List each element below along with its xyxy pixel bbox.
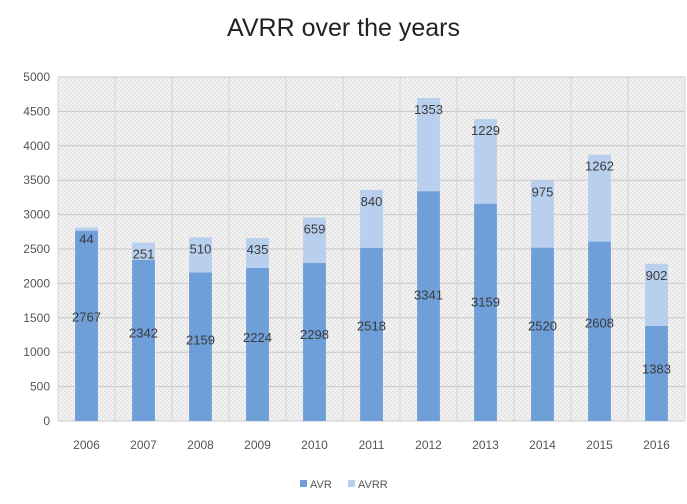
x-tick-label: 2007 bbox=[130, 438, 157, 452]
x-tick-label: 2011 bbox=[359, 438, 385, 452]
bar-avr-2007 bbox=[132, 259, 155, 421]
bar-avrr-2014 bbox=[531, 180, 554, 248]
bar-avr-2016 bbox=[645, 325, 668, 421]
data-label-avr: 2520 bbox=[528, 319, 557, 334]
data-label-avrr: 975 bbox=[532, 185, 554, 200]
data-label-avr: 2159 bbox=[186, 332, 215, 347]
bar-avrr-2016 bbox=[645, 263, 668, 326]
data-label-avrr: 1262 bbox=[585, 159, 614, 174]
data-label-avrr: 840 bbox=[361, 194, 383, 209]
bar-avrr-2006 bbox=[75, 227, 98, 231]
y-tick-label: 2500 bbox=[23, 242, 50, 256]
bar-avr-2011 bbox=[360, 247, 383, 421]
y-tick-label: 5000 bbox=[23, 70, 50, 84]
data-label-avrr: 435 bbox=[247, 242, 269, 257]
y-tick-label: 500 bbox=[30, 380, 50, 394]
y-axis-ticks: 0 500 1000 1500 2000 2500 3000 3500 4000 4500 5000 bbox=[23, 70, 50, 428]
y-tick-label: 4000 bbox=[23, 139, 50, 153]
data-label-avr: 3159 bbox=[471, 294, 500, 309]
bar-avrr-2008 bbox=[189, 237, 212, 273]
data-label-avr: 2518 bbox=[357, 319, 386, 334]
data-label-avrr: 659 bbox=[304, 222, 326, 237]
bar-avrr-2013 bbox=[474, 119, 497, 204]
data-label-avrr: 251 bbox=[133, 247, 155, 262]
bar-avr-2010 bbox=[303, 262, 326, 421]
data-label-avrr: 1229 bbox=[471, 123, 500, 138]
x-tick-label: 2013 bbox=[472, 438, 499, 452]
bar-avr-2013 bbox=[474, 203, 497, 421]
y-tick-label: 4500 bbox=[23, 104, 50, 118]
bar-avrr-2011 bbox=[360, 189, 383, 248]
bar-avr-2008 bbox=[189, 272, 212, 421]
y-tick-label: 3500 bbox=[23, 173, 50, 187]
bar-avrr-2010 bbox=[303, 217, 326, 263]
y-tick-label: 0 bbox=[43, 414, 50, 428]
x-tick-label: 2009 bbox=[244, 438, 271, 452]
data-label-avr: 2767 bbox=[72, 309, 101, 324]
x-tick-label: 2016 bbox=[643, 438, 670, 452]
data-label-avr: 2608 bbox=[585, 315, 614, 330]
data-label-avr: 2342 bbox=[129, 325, 158, 340]
bar-avrr-2009 bbox=[246, 238, 269, 268]
y-tick-label: 1000 bbox=[23, 345, 50, 359]
chart-title: AVRR over the years bbox=[227, 14, 460, 42]
legend-swatch-avr bbox=[300, 480, 307, 487]
x-tick-label: 2012 bbox=[415, 438, 442, 452]
x-tick-label: 2008 bbox=[187, 438, 214, 452]
x-tick-label: 2006 bbox=[73, 438, 100, 452]
bar-avr-2014 bbox=[531, 247, 554, 421]
bar-avr-2012 bbox=[417, 191, 440, 421]
data-label-avrr: 44 bbox=[79, 232, 93, 247]
bar-avr-2015 bbox=[588, 241, 611, 421]
x-axis-ticks: 2006 2007 2008 2009 2010 2011 2012 2013 2014 2015… bbox=[73, 438, 670, 452]
legend-swatch-avrr bbox=[348, 480, 355, 487]
bar-avrr-2012 bbox=[417, 98, 440, 192]
x-tick-label: 2010 bbox=[301, 438, 328, 452]
data-label-avrr: 510 bbox=[190, 241, 212, 256]
y-tick-label: 2000 bbox=[23, 276, 50, 290]
y-tick-label: 1500 bbox=[23, 311, 50, 325]
bar-avr-2009 bbox=[246, 267, 269, 421]
bar-avr-2006 bbox=[75, 230, 98, 421]
bars bbox=[75, 98, 668, 421]
legend-label-avr: AVR bbox=[310, 479, 332, 491]
data-label-avr: 1383 bbox=[642, 362, 671, 377]
data-label-avr: 2298 bbox=[300, 327, 329, 342]
legend-label-avrr: AVRR bbox=[358, 479, 388, 491]
data-label-avr: 3341 bbox=[414, 288, 443, 303]
bar-avrr-2015 bbox=[588, 154, 611, 242]
x-tick-label: 2015 bbox=[586, 438, 613, 452]
data-label-avrr: 1353 bbox=[414, 102, 443, 117]
data-labels: 2767 44 2342 251 2159 510 2224 435 2298 659 2518 84… bbox=[72, 102, 671, 377]
data-label-avr: 2224 bbox=[243, 330, 272, 345]
y-tick-label: 3000 bbox=[23, 208, 50, 222]
legend: AVR AVRR bbox=[300, 479, 388, 491]
x-tick-label: 2014 bbox=[529, 438, 556, 452]
bar-avrr-2007 bbox=[132, 242, 155, 260]
data-label-avrr: 902 bbox=[646, 268, 668, 283]
